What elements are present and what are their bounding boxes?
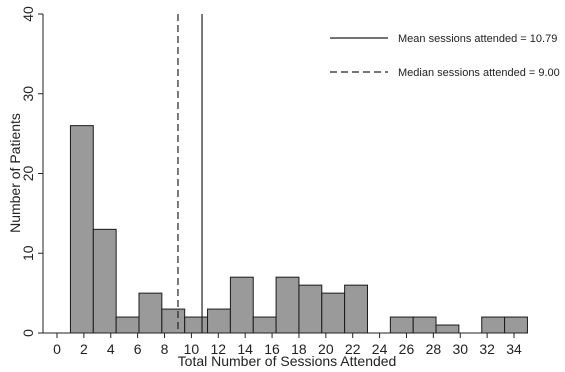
y-axis: 0 10 20 30 40	[20, 6, 44, 337]
x-tick-label: 28	[426, 341, 442, 357]
histogram-bar	[184, 316, 209, 334]
histogram-bar	[504, 316, 528, 334]
x-tick-label: 14	[237, 341, 253, 357]
x-tick-label: 34	[506, 341, 522, 357]
histogram-bar	[344, 284, 368, 334]
x-tick-label: 26	[399, 341, 415, 357]
histogram-bar	[275, 276, 300, 334]
x-tick-label: 22	[345, 341, 361, 357]
x-tick-label: 12	[211, 341, 227, 357]
x-tick-label: 18	[291, 341, 307, 357]
histogram-bar	[161, 308, 186, 334]
histogram-bar	[412, 316, 437, 334]
bars-group	[69, 125, 528, 334]
x-tick-label: 4	[107, 341, 115, 357]
x-tick-label: 32	[479, 341, 495, 357]
histogram-bar	[115, 316, 140, 334]
histogram-bar	[69, 125, 94, 334]
x-tick-label: 24	[372, 341, 388, 357]
histogram-bar	[321, 292, 346, 334]
histogram-bar	[252, 316, 277, 334]
y-axis-title: Number of Patients	[7, 113, 23, 233]
y-tick-label: 0	[20, 329, 36, 337]
histogram-bar	[138, 292, 163, 334]
histogram-bar	[229, 276, 254, 334]
y-tick-label: 30	[20, 86, 36, 102]
x-tick-label: 6	[134, 341, 142, 357]
legend-label: Mean sessions attended = 10.79	[398, 33, 557, 45]
x-tick-label: 20	[318, 341, 334, 357]
x-tick-label: 2	[80, 341, 88, 357]
reference-lines-group	[177, 14, 203, 333]
histogram-bar	[389, 316, 414, 334]
histogram-bar	[435, 324, 460, 334]
x-tick-label: 8	[161, 341, 169, 357]
x-tick-label: 16	[264, 341, 280, 357]
x-tick-label: 0	[53, 341, 61, 357]
histogram-bar	[207, 308, 231, 334]
histogram-bar	[92, 228, 117, 334]
y-tick-label: 40	[20, 6, 36, 22]
x-tick-label: 10	[184, 341, 200, 357]
histogram-bar	[298, 284, 323, 334]
y-tick-label: 20	[20, 166, 36, 182]
histogram-bar	[481, 316, 506, 334]
x-axis: 0 2 4 6 8 10 12 14 16 18 20 22 24 26 28 30 32 34	[43, 332, 524, 357]
legend: Mean sessions attended = 10.79 Median ses…	[330, 33, 560, 79]
legend-label: Median sessions attended = 9.00	[398, 67, 560, 79]
x-tick-label: 30	[452, 341, 468, 357]
x-axis-title: Total Number of Sessions Attended	[178, 353, 397, 369]
y-tick-label: 10	[20, 245, 36, 261]
